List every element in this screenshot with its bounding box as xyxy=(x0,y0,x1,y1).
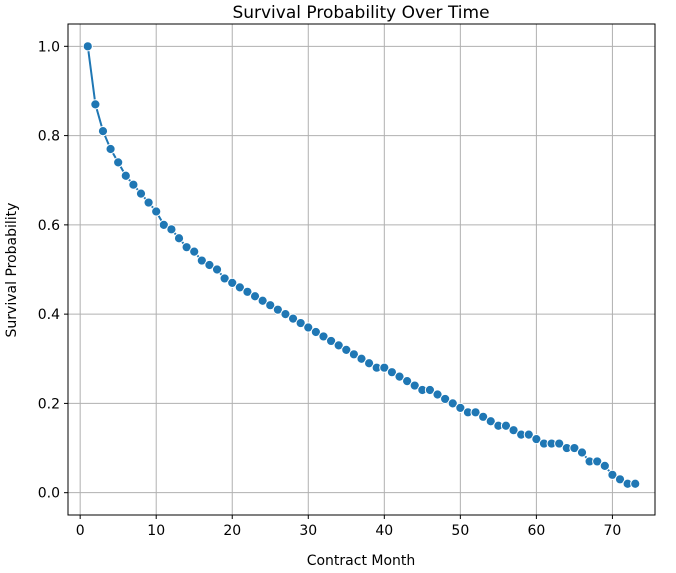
y-tick-label: 0.0 xyxy=(38,486,60,502)
data-point xyxy=(219,273,230,284)
x-tick-label: 60 xyxy=(527,523,545,539)
data-point xyxy=(569,442,580,454)
data-point xyxy=(242,286,253,297)
data-point xyxy=(272,304,283,315)
data-point xyxy=(630,478,641,489)
data-point xyxy=(508,425,519,436)
data-point xyxy=(614,474,626,485)
data-point xyxy=(485,416,496,427)
data-point xyxy=(394,371,405,382)
data-point xyxy=(287,313,299,324)
data-point xyxy=(181,242,192,253)
data-point xyxy=(257,295,268,306)
data-point xyxy=(455,402,466,413)
data-point xyxy=(592,456,603,467)
data-point xyxy=(196,255,207,266)
data-point xyxy=(554,438,565,449)
data-point xyxy=(364,358,375,369)
x-tick-label: 50 xyxy=(451,523,469,539)
data-point xyxy=(333,340,344,351)
data-point xyxy=(234,282,245,293)
x-axis-label: Contract Month xyxy=(307,553,416,569)
data-point xyxy=(447,398,458,409)
data-point xyxy=(432,389,443,400)
data-point xyxy=(128,179,139,190)
data-point xyxy=(265,300,276,311)
data-point xyxy=(158,219,169,230)
chart-title: Survival Probability Over Time xyxy=(232,3,489,23)
grid-lines xyxy=(68,24,655,515)
data-point xyxy=(310,326,321,338)
x-tick-label: 20 xyxy=(223,523,241,539)
data-point xyxy=(325,335,337,347)
y-axis-ticks: 0.0 0.2 0.4 0.6 0.8 1.0 xyxy=(38,39,68,502)
data-point xyxy=(120,170,131,181)
data-point xyxy=(341,344,352,355)
y-tick-label: 0.6 xyxy=(38,218,60,234)
data-point xyxy=(280,309,291,320)
data-point xyxy=(424,384,436,396)
y-tick-label: 0.4 xyxy=(38,307,60,323)
data-point xyxy=(173,233,185,244)
data-point xyxy=(166,224,177,235)
data-point xyxy=(151,206,162,217)
data-point xyxy=(500,420,512,431)
data-point xyxy=(440,393,451,405)
y-tick-label: 1.0 xyxy=(38,39,60,55)
data-point xyxy=(523,429,534,440)
data-point xyxy=(318,331,329,342)
y-tick-label: 0.2 xyxy=(38,396,60,412)
data-point xyxy=(478,411,489,422)
data-point xyxy=(227,277,238,288)
data-point xyxy=(576,447,588,458)
data-point xyxy=(82,41,93,52)
data-point xyxy=(470,407,481,418)
data-point xyxy=(204,259,215,271)
x-tick-label: 40 xyxy=(375,523,393,539)
data-point xyxy=(599,460,610,471)
data-point xyxy=(211,264,223,275)
data-point xyxy=(105,143,116,155)
data-point xyxy=(135,188,147,199)
data-point xyxy=(113,157,124,168)
data-point xyxy=(97,126,109,137)
x-tick-label: 10 xyxy=(147,523,165,539)
data-point xyxy=(379,362,390,373)
series-survival xyxy=(82,41,641,489)
data-point xyxy=(607,469,618,480)
x-tick-label: 70 xyxy=(604,523,622,539)
data-point xyxy=(531,434,542,445)
data-point xyxy=(386,367,398,378)
y-axis-label: Survival Probability xyxy=(4,203,20,338)
y-tick-label: 0.8 xyxy=(38,129,60,145)
x-tick-label: 30 xyxy=(299,523,317,539)
series-line xyxy=(86,46,636,485)
plot-frame xyxy=(67,23,656,516)
data-point xyxy=(295,317,306,329)
data-point xyxy=(348,349,359,360)
data-point xyxy=(249,291,261,302)
data-point xyxy=(409,380,420,391)
data-point xyxy=(402,375,413,387)
data-point xyxy=(303,322,314,333)
data-point xyxy=(356,353,367,364)
x-tick-label: 0 xyxy=(76,523,85,539)
x-axis-ticks: 0 10 20 30 40 50 60 70 xyxy=(76,515,622,539)
data-point xyxy=(189,246,200,257)
data-point xyxy=(90,99,101,110)
data-point xyxy=(143,197,154,208)
